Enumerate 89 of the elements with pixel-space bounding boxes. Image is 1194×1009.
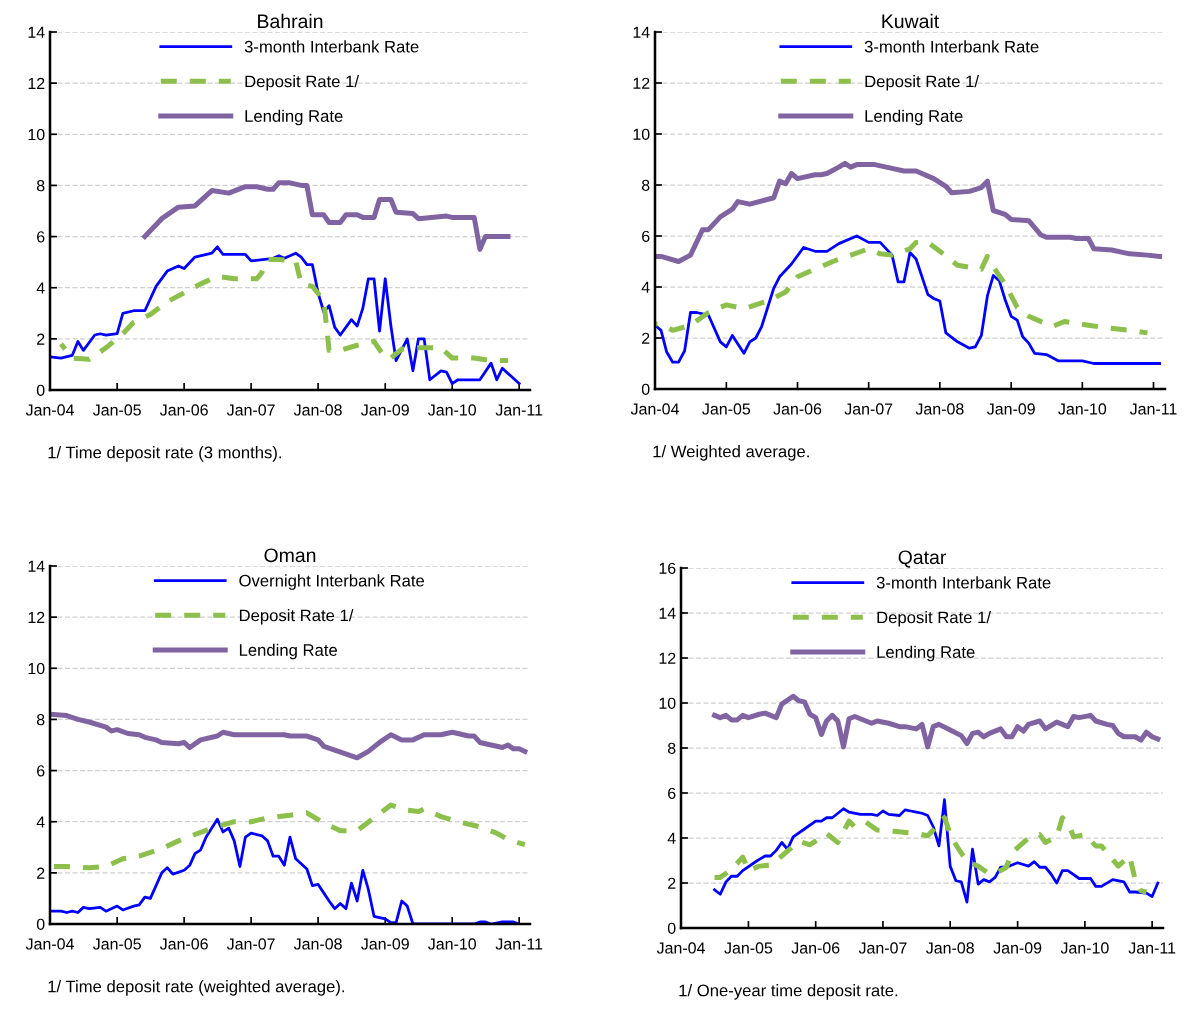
chart-title: Oman (264, 548, 316, 563)
legend-label: Deposit Rate 1/ (877, 611, 991, 627)
x-tick-label: Jan-07 (858, 942, 907, 954)
legend-label: 3-month Interbank Rate (876, 576, 1051, 589)
legend-label: Deposit Rate 1/ (865, 75, 979, 91)
y-tick-label: 8 (667, 742, 676, 754)
y-tick-label: 6 (37, 231, 45, 243)
x-tick-label: Jan-11 (495, 404, 543, 416)
y-tick-label: 14 (28, 560, 45, 572)
y-tick-label: 2 (37, 867, 45, 879)
x-tick-label: Jan-06 (791, 942, 840, 954)
x-tick-label: Jan-09 (993, 942, 1042, 954)
y-tick-label: 4 (36, 282, 45, 294)
y-tick-label: 4 (641, 281, 650, 293)
legend-label: Deposit Rate 1/ (245, 75, 359, 91)
x-tick-label: Jan-04 (25, 938, 74, 950)
legend-label: 3-month Interbank Rate (864, 40, 1039, 53)
chart-title: Qatar (898, 550, 946, 568)
y-tick-label: 10 (659, 697, 676, 709)
y-tick-label: 0 (641, 383, 650, 395)
y-tick-label: 2 (37, 333, 45, 345)
legend-label: Lending Rate (877, 645, 975, 662)
y-tick-label: 4 (36, 816, 45, 828)
text: 1/ One-year time deposit rate. (679, 984, 898, 1000)
y-tick-label: 12 (28, 611, 45, 623)
y-tick-label: 8 (36, 714, 45, 726)
x-tick-label: Jan-09 (361, 938, 409, 950)
x-tick-label: Jan-11 (495, 938, 543, 950)
legend-label: 3-month Interbank Rate (244, 40, 419, 53)
y-tick-label: 10 (28, 662, 45, 675)
y-tick-label: 2 (642, 332, 650, 344)
legend-label: Lending Rate (239, 643, 337, 660)
line-series (713, 798, 1160, 904)
line-series (50, 245, 521, 385)
y-tick-label: 0 (667, 922, 676, 934)
x-tick-label: Jan-06 (159, 938, 208, 950)
y-tick-label: 16 (659, 562, 676, 574)
legend-label: Lending Rate (865, 109, 963, 126)
y-tick-label: 0 (36, 918, 45, 930)
x-tick-label: Jan-07 (226, 404, 275, 416)
x-tick-label: Jan-05 (92, 404, 141, 416)
y-tick-label: 4 (667, 832, 676, 844)
x-tick-label: Jan-07 (226, 938, 275, 950)
y-tick-label: 14 (659, 607, 676, 619)
y-tick-label: 8 (36, 180, 45, 192)
x-tick-label: Jan-07 (844, 403, 893, 415)
x-tick-label: Jan-09 (361, 404, 409, 416)
text: 1/ Weighted average. (653, 445, 809, 461)
text: 1/ Time deposit rate (3 months). (48, 446, 281, 462)
x-tick-label: Jan-08 (293, 404, 342, 416)
x-tick-label: Jan-05 (92, 938, 141, 950)
line-series (655, 234, 1161, 365)
y-tick-label: 12 (28, 77, 45, 89)
y-tick-label: 6 (668, 787, 676, 799)
x-tick-label: Jan-05 (724, 942, 773, 954)
x-tick-label: Jan-06 (773, 403, 822, 415)
y-tick-label: 12 (633, 77, 650, 89)
x-tick-label: Jan-11 (1128, 942, 1176, 954)
chart-title: Bahrain (258, 13, 323, 29)
x-tick-label: Jan-08 (926, 942, 974, 954)
y-tick-label: 12 (659, 652, 676, 664)
y-tick-label: 2 (668, 877, 676, 889)
x-tick-label: Jan-08 (915, 403, 964, 415)
x-tick-label: Jan-10 (428, 404, 476, 416)
y-tick-label: 10 (28, 128, 45, 141)
x-tick-label: Jan-10 (1058, 403, 1107, 415)
legend-label: Overnight Interbank Rate (239, 574, 425, 590)
x-tick-label: Jan-05 (702, 403, 751, 415)
y-tick-label: 8 (641, 179, 650, 191)
y-tick-label: 6 (37, 765, 45, 777)
y-tick-label: 6 (642, 230, 650, 242)
x-tick-label: Jan-06 (159, 404, 208, 416)
x-tick-label: Jan-04 (630, 403, 679, 415)
x-tick-label: Jan-08 (293, 938, 342, 950)
x-tick-label: Jan-09 (987, 403, 1035, 415)
x-tick-label: Jan-10 (1060, 942, 1109, 954)
y-tick-label: 10 (633, 128, 650, 140)
x-tick-label: Jan-10 (428, 938, 476, 950)
text: 1/ Time deposit rate (weighted average). (48, 980, 345, 996)
x-tick-label: Jan-11 (1129, 403, 1177, 415)
y-tick-label: 0 (36, 384, 45, 396)
legend-label: Lending Rate (245, 109, 343, 126)
x-tick-label: Jan-04 (25, 404, 74, 416)
y-tick-label: 14 (28, 26, 45, 38)
chart-title: Kuwait (882, 13, 940, 29)
legend-label: Deposit Rate 1/ (239, 609, 354, 625)
line-series (50, 817, 521, 924)
x-tick-label: Jan-04 (656, 942, 705, 954)
y-tick-label: 14 (633, 26, 650, 38)
